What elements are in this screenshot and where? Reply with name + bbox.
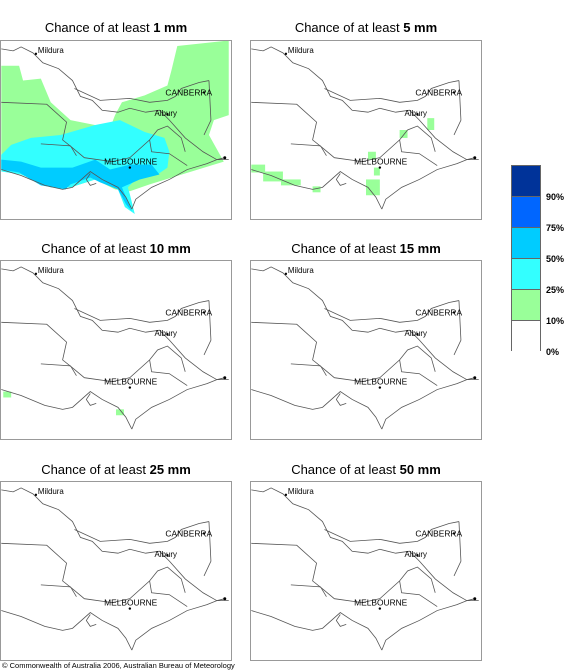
place-label-melbourne: MELBOURNE	[354, 157, 408, 167]
copyright-notice: © Commonwealth of Australia 2006, Austra…	[2, 661, 235, 670]
place-markers	[284, 52, 477, 169]
panel-title-50mm: Chance of at least 50 mm	[250, 462, 482, 477]
place-markers	[34, 272, 227, 389]
state-borders	[251, 46, 479, 210]
legend-swatch-50-75	[512, 228, 540, 259]
map-panel-10mm: Mildura CANBERRA Albury MELBOURNE	[0, 260, 232, 440]
place-label-melbourne: MELBOURNE	[104, 598, 158, 608]
place-label-canberra: CANBERRA	[415, 528, 462, 538]
legend-tick-10: 10%	[546, 316, 565, 326]
place-markers	[284, 493, 477, 610]
place-label-melbourne: MELBOURNE	[104, 157, 158, 167]
panel-title-15mm: Chance of at least 15 mm	[250, 241, 482, 256]
panel-title-prefix: Chance of at least	[41, 241, 150, 256]
place-label-albury: Albury	[155, 329, 177, 338]
place-label-mildura: Mildura	[288, 487, 315, 496]
state-borders	[1, 46, 229, 210]
shade-50-75	[1, 159, 160, 212]
state-borders	[1, 266, 229, 430]
state-borders	[251, 487, 479, 651]
panel-title-prefix: Chance of at least	[291, 241, 400, 256]
place-label-canberra: CANBERRA	[415, 87, 462, 97]
place-markers	[34, 52, 227, 169]
place-label-melbourne: MELBOURNE	[354, 377, 408, 387]
place-label-mildura: Mildura	[288, 46, 315, 55]
legend-swatch-90-100	[512, 166, 540, 197]
legend-swatch-0-10	[512, 321, 540, 352]
place-label-canberra: CANBERRA	[165, 307, 212, 317]
place-markers	[284, 272, 477, 389]
legend-tick-25: 25%	[546, 285, 565, 295]
panel-title-prefix: Chance of at least	[291, 462, 400, 477]
place-label-canberra: CANBERRA	[165, 528, 212, 538]
panel-title-amount: 50 mm	[399, 462, 441, 477]
map-panel-15mm: Mildura CANBERRA Albury MELBOURNE	[250, 260, 482, 440]
legend-tick-90: 90%	[546, 192, 565, 202]
probability-legend	[511, 165, 541, 352]
legend-swatch-10-25	[512, 290, 540, 321]
legend-tick-50: 50%	[546, 254, 565, 264]
place-label-mildura: Mildura	[288, 266, 315, 275]
place-label-melbourne: MELBOURNE	[354, 598, 408, 608]
panel-title-prefix: Chance of at least	[294, 20, 404, 35]
state-borders	[251, 266, 479, 430]
panel-title-prefix: Chance of at least	[44, 20, 154, 35]
place-label-canberra: CANBERRA	[165, 87, 212, 97]
probability-shading	[1, 41, 229, 215]
place-label-albury: Albury	[155, 109, 177, 118]
panel-title-25mm: Chance of at least 25 mm	[0, 462, 232, 477]
panel-title-amount: 25 mm	[149, 462, 191, 477]
panel-title-5mm: Chance of at least 5 mm	[250, 20, 482, 35]
legend-tick-75: 75%	[546, 223, 565, 233]
legend-swatch-75-90	[512, 197, 540, 228]
panel-title-10mm: Chance of at least 10 mm	[0, 241, 232, 256]
panel-title-amount: 15 mm	[399, 241, 441, 256]
place-label-albury: Albury	[405, 329, 427, 338]
place-label-albury: Albury	[155, 550, 177, 559]
place-label-albury: Albury	[405, 550, 427, 559]
panel-title-prefix: Chance of at least	[41, 462, 150, 477]
map-svg: Mildura CANBERRA Albury MELBOURNE	[1, 266, 229, 430]
panel-title-1mm: Chance of at least 1 mm	[0, 20, 232, 35]
place-label-canberra: CANBERRA	[415, 307, 462, 317]
map-svg: Mildura CANBERRA Albury MELBOURNE	[251, 487, 479, 651]
map-svg: Mildura CANBERRA Albury MELBOURNE	[1, 41, 229, 215]
map-svg: Mildura CANBERRA Albury MELBOURNE	[251, 46, 479, 210]
map-panel-25mm: Mildura CANBERRA Albury MELBOURNE	[0, 481, 232, 661]
place-label-mildura: Mildura	[38, 487, 65, 496]
map-svg: Mildura CANBERRA Albury MELBOURNE	[1, 487, 229, 651]
legend-swatch-25-50	[512, 259, 540, 290]
panel-title-amount: 5 mm	[403, 20, 438, 35]
panel-title-amount: 1 mm	[153, 20, 188, 35]
map-panel-5mm: Mildura CANBERRA Albury MELBOURNE	[250, 40, 482, 220]
legend-tick-0: 0%	[546, 347, 560, 357]
place-label-mildura: Mildura	[38, 266, 65, 275]
map-panel-1mm: Mildura CANBERRA Albury MELBOURNE	[0, 40, 232, 220]
place-label-albury: Albury	[405, 109, 427, 118]
probability-shading	[3, 391, 124, 416]
place-label-melbourne: MELBOURNE	[104, 377, 158, 387]
place-label-mildura: Mildura	[38, 46, 65, 55]
map-panel-50mm: Mildura CANBERRA Albury MELBOURNE	[250, 481, 482, 661]
place-markers	[34, 493, 227, 610]
state-borders	[1, 487, 229, 651]
panel-title-amount: 10 mm	[149, 241, 191, 256]
map-svg: Mildura CANBERRA Albury MELBOURNE	[251, 266, 479, 430]
